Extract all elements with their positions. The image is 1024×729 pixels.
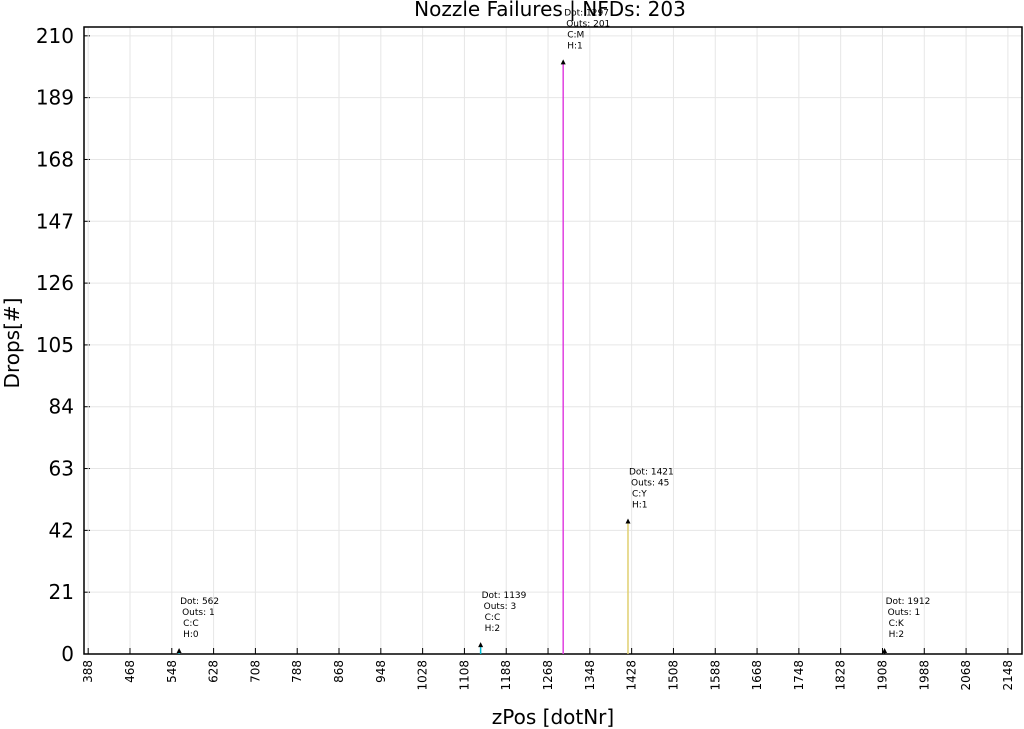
y-axis-label: Drops[#] <box>0 298 24 389</box>
annotation: Dot: 1421 <box>629 468 674 478</box>
y-tick-label: 21 <box>49 580 74 604</box>
annotation: Dot: 1139 <box>482 591 527 601</box>
x-tick-label: 948 <box>374 660 388 683</box>
x-tick-label: 1668 <box>750 660 764 691</box>
marker <box>882 648 888 654</box>
x-tick-label: 1588 <box>708 660 722 691</box>
marker <box>560 59 566 65</box>
y-tick-label: 126 <box>36 271 74 295</box>
y-tick-label: 42 <box>49 518 74 542</box>
x-tick-label: 1988 <box>917 660 931 691</box>
x-tick-label: 868 <box>332 660 346 683</box>
annotation: Outs: 201 <box>566 19 610 29</box>
annotation: Outs: 45 <box>631 479 669 489</box>
y-tick-label: 189 <box>36 86 74 110</box>
plot-frame <box>83 26 1023 655</box>
x-tick-label: 1268 <box>541 660 555 691</box>
x-tick-label: 1188 <box>499 660 513 691</box>
y-tick-label: 168 <box>36 147 74 171</box>
y-tick-label: 84 <box>49 395 74 419</box>
annotation: H:2 <box>485 624 501 634</box>
annotation: H:0 <box>183 630 199 640</box>
x-axis-label: zPos [dotNr] <box>492 705 614 729</box>
y-tick-label: 147 <box>36 209 74 233</box>
annotation: C:K <box>889 619 905 629</box>
marker <box>176 648 182 654</box>
annotation: C:C <box>485 613 501 623</box>
y-tick-label: 105 <box>36 333 74 357</box>
annotation: C:C <box>183 619 199 629</box>
annotation: H:1 <box>632 501 648 511</box>
annotation: Dot: 562 <box>180 597 219 607</box>
x-tick-label: 1108 <box>457 660 471 691</box>
x-tick-label: 1828 <box>834 660 848 691</box>
x-tick-label: 2068 <box>959 660 973 691</box>
x-tick-label: 628 <box>207 660 221 683</box>
x-tick-label: 468 <box>123 660 137 683</box>
annotation: Outs: 1 <box>888 608 921 618</box>
annotation: H:1 <box>567 41 583 51</box>
annotation: Outs: 3 <box>484 602 517 612</box>
x-tick-label: 1508 <box>666 660 680 691</box>
annotation: C:Y <box>632 490 647 500</box>
x-tick-label: 708 <box>248 660 262 683</box>
chart-title: Nozzle Failures | NFDs: 203 <box>414 0 686 21</box>
marker <box>625 518 631 524</box>
annotation: C:M <box>567 30 584 40</box>
x-tick-label: 1428 <box>625 660 639 691</box>
annotation: Outs: 1 <box>182 608 215 618</box>
x-tick-label: 548 <box>165 660 179 683</box>
annotation: H:2 <box>889 630 905 640</box>
x-tick-label: 388 <box>81 660 95 683</box>
x-tick-label: 2148 <box>1001 660 1015 691</box>
annotation: Dot: 1912 <box>886 597 931 607</box>
x-tick-label: 788 <box>290 660 304 683</box>
x-tick-label: 1348 <box>583 660 597 691</box>
x-tick-label: 1748 <box>792 660 806 691</box>
annotation: Dot: 1297 <box>564 8 609 18</box>
y-tick-label: 63 <box>49 457 74 481</box>
y-tick-label: 0 <box>61 642 74 666</box>
marker <box>478 642 484 648</box>
x-tick-label: 1908 <box>875 660 889 691</box>
y-tick-label: 210 <box>36 24 74 48</box>
x-tick-label: 1028 <box>416 660 430 691</box>
